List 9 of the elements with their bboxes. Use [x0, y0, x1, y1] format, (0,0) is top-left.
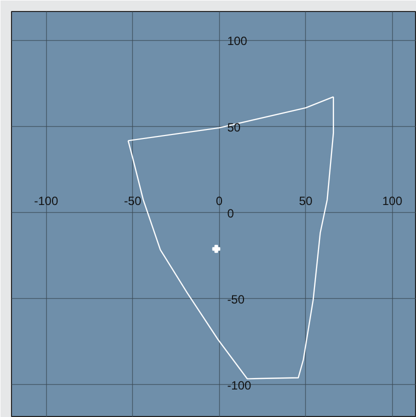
x-tick-label: 100	[382, 194, 403, 208]
x-tick-label: -50	[124, 194, 142, 208]
y-tick-label: 100	[227, 34, 248, 48]
x-tick-label: -100	[34, 194, 58, 208]
x-tick-label: 50	[299, 194, 313, 208]
y-tick-label: 0	[227, 206, 234, 220]
y-tick-label: -100	[227, 378, 252, 392]
y-tick-label: -50	[227, 292, 245, 306]
x-tick-label: 0	[216, 194, 223, 208]
